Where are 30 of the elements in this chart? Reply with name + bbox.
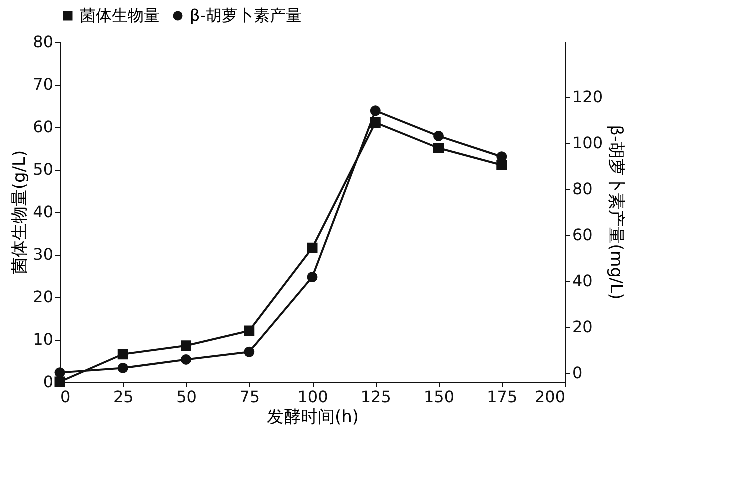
y2-tick-label: 60 <box>572 225 593 244</box>
y2-axis-title: β-胡萝卜素产量(mg/L) <box>606 125 626 300</box>
x-tick-label: 125 <box>360 388 392 406</box>
x-tick-label: 50 <box>176 388 197 406</box>
y-tick-label: 60 <box>33 118 54 136</box>
y-tick-label: 10 <box>33 330 54 349</box>
y2-tick-label: 100 <box>572 134 604 153</box>
y-tick-label: 50 <box>33 160 54 179</box>
y-tick-label: 70 <box>33 75 54 94</box>
x-tick-label: 175 <box>487 388 518 406</box>
y2-tick-label: 120 <box>572 88 604 107</box>
x-tick-label: 25 <box>113 388 134 406</box>
x-tick-label: 200 <box>534 388 566 406</box>
x-tick-label: 150 <box>424 388 455 406</box>
y-tick-label: 40 <box>33 202 54 222</box>
y-tick-label: 0 <box>43 372 54 392</box>
y2-tick-label: 80 <box>572 180 593 199</box>
y-axis-title: 菌体生物量(g/L) <box>10 150 30 275</box>
x-tick-label: 0 <box>60 388 71 406</box>
x-axis-title: 发酵时间(h) <box>266 408 360 428</box>
y-tick-label: 20 <box>33 288 54 306</box>
y2-tick-label: 0 <box>572 363 583 382</box>
legend-label: 菌体生物量 <box>80 6 160 25</box>
y-tick-label: 30 <box>33 245 54 264</box>
x-tick-label: 75 <box>240 388 260 406</box>
legend-label: β-胡萝卜素产量 <box>190 6 302 25</box>
y2-tick-label: 20 <box>572 317 593 336</box>
y2-tick-label: 40 <box>572 271 593 290</box>
x-tick-label: 100 <box>298 388 328 406</box>
y-tick-label: 80 <box>33 32 54 52</box>
